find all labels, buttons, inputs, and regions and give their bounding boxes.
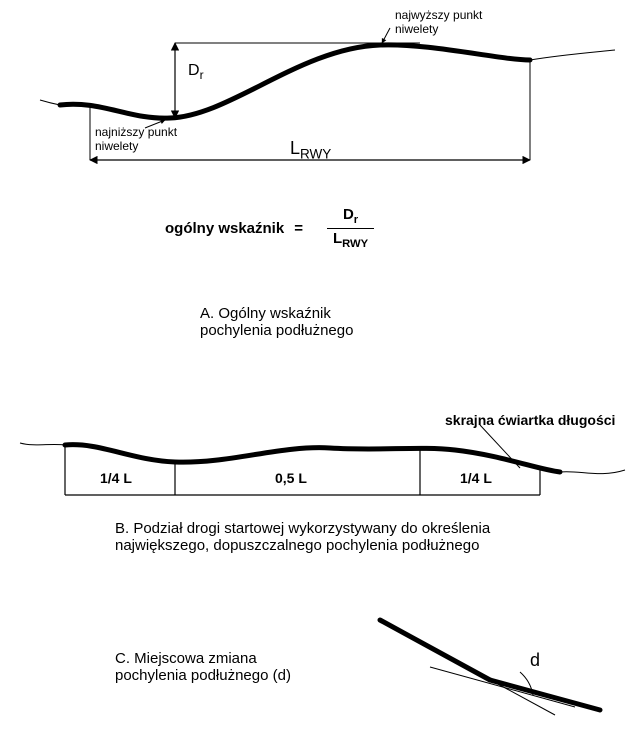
seg-1-4-left: 1/4 L [100, 470, 132, 486]
panel-c-svg [380, 620, 600, 715]
label-highest-point: najwyższy punkt niwelety [395, 8, 482, 36]
label-lowest-point: najniższy punkt niwelety [95, 125, 177, 153]
label-dr: Dr [188, 62, 204, 82]
label-lrwy: LRWY [290, 138, 331, 162]
seg-0-5: 0,5 L [275, 470, 307, 486]
caption-c: C. Miejscowa zmiana pochylenia podłużneg… [115, 650, 291, 684]
diagram-canvas: { "colors": { "stroke": "#000000", "bg":… [0, 0, 636, 756]
label-outer-quarter: skrajna ćwiartka długości [445, 412, 615, 428]
label-d: d [530, 650, 540, 671]
formula: ogólny wskaźnik = Dr LRWY [165, 205, 374, 251]
svg-layer [0, 0, 636, 756]
caption-a: A. Ogólny wskaźnik pochylenia podłużnego [200, 305, 353, 339]
caption-b: B. Podział drogi startowej wykorzystywan… [115, 520, 490, 554]
formula-fraction: Dr LRWY [327, 205, 374, 251]
formula-eq: = [294, 220, 303, 237]
formula-left: ogólny wskaźnik [165, 220, 284, 237]
seg-1-4-right: 1/4 L [460, 470, 492, 486]
